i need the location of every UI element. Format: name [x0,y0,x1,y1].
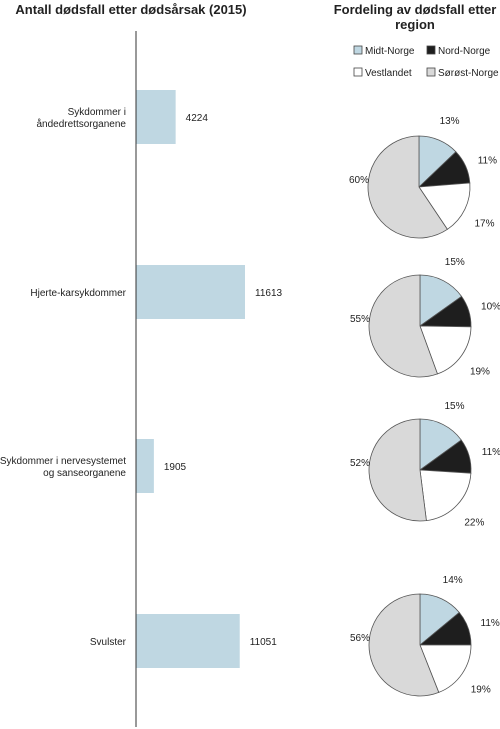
category-label-2: Sykdommer i nervesystemet og sanseorganen… [0,456,126,479]
pie-3-label-2: 19% [471,685,491,696]
pie-chart-title: Fordeling av dødsfall etter region [333,2,497,32]
bar-chart-title: Antall dødsfall etter dødsårsak (2015) [15,2,247,17]
legend-label-1: Nord-Norge [438,46,491,57]
pie-1-label-3: 55% [350,314,370,325]
pie-1-label-0: 15% [445,257,465,268]
pie-2-label-0: 15% [445,401,465,412]
pie-1-slice-2 [419,325,472,375]
legend-label-2: Vestlandet [365,68,412,79]
legend-label-3: Sørøst-Norge [438,68,499,79]
bar-value-label-0: 4224 [186,113,209,124]
legend-swatch-2 [353,67,363,77]
pie-2-label-1: 11% [482,447,500,458]
category-label-3: Svulster [90,637,127,648]
pie-0-slice-3 [367,135,448,239]
bar-3 [136,614,240,668]
pie-2-label-3: 52% [350,458,370,469]
pie-0-label-3: 60% [349,175,369,186]
pie-2-slice-2 [419,469,472,522]
bar-1 [136,265,245,319]
pie-1-slice-0 [419,274,463,327]
category-label-0: Sykdommer i åndedrettsorganene [36,107,126,130]
pie-2-slice-3 [368,418,427,522]
bar-2 [136,439,154,493]
pie-3-label-1: 11% [481,618,500,629]
legend-swatch-3 [426,67,436,77]
pie-2-slice-0 [419,418,462,471]
bar-value-label-1: 11613 [255,288,283,299]
pie-2-label-2: 22% [464,517,484,528]
pie-0-label-2: 17% [474,218,494,229]
pie-1-label-2: 19% [470,367,490,378]
pie-1-label-1: 10% [481,302,500,313]
pie-3-label-0: 14% [443,575,463,586]
bar-value-label-2: 1905 [164,462,187,473]
bar-value-label-3: 11051 [250,637,278,648]
category-label-1: Hjerte-karsykdommer [30,288,126,299]
pie-0-label-1: 11% [478,156,497,167]
pie-1-slice-3 [368,274,438,378]
pie-0-label-0: 13% [440,116,460,127]
pie-3-slice-2 [419,644,472,693]
bar-0 [136,90,176,144]
legend-swatch-0 [353,45,363,55]
legend-label-0: Midt-Norge [365,46,415,57]
pie-3-slice-3 [368,593,440,697]
legend-swatch-1 [426,45,436,55]
pie-0-slice-2 [418,182,471,230]
pie-3-label-3: 56% [350,633,370,644]
